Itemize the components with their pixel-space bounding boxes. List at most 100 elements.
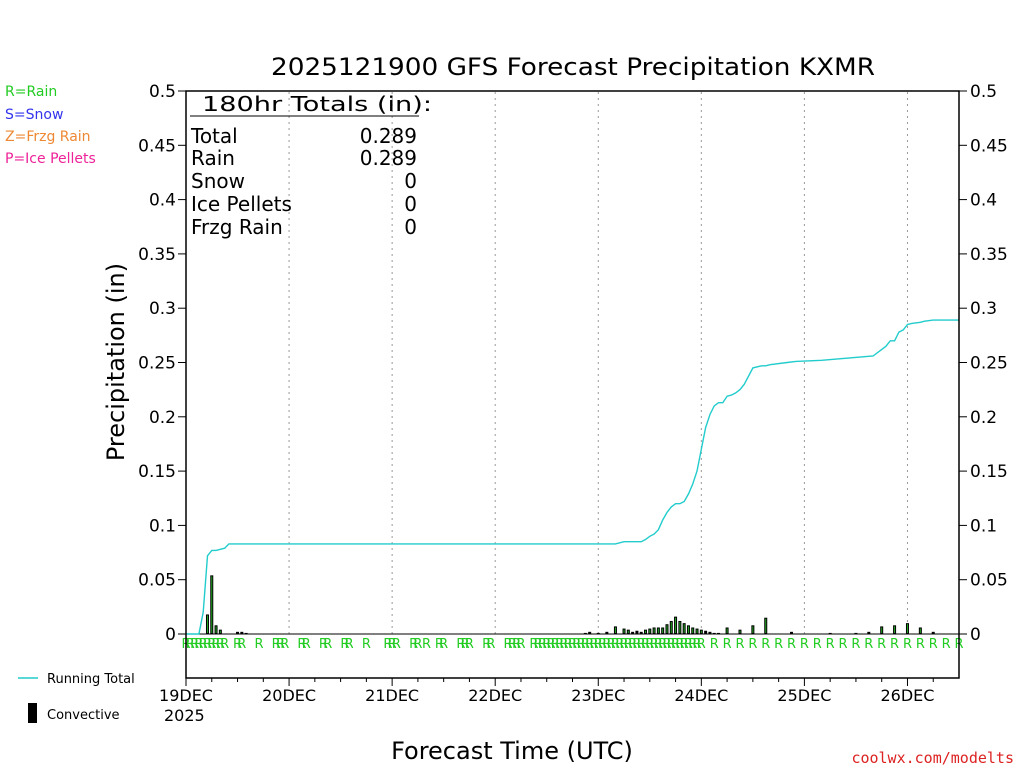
precip-type-mark: R [684,637,693,652]
precip-type-mark: R [577,637,586,652]
convective-bar-inner [687,626,689,633]
precip-type-mark: R [761,637,770,652]
y-tick-label-right: 0.3 [970,299,997,319]
convective-bar-inner [623,629,625,633]
precip-type-mark: R [439,637,448,652]
precip-type-mark: R [323,637,332,652]
convective-bar [244,632,248,634]
convective-bar-inner [679,621,681,633]
totals-label-total: Total [190,124,238,148]
convective-bar [704,630,708,634]
totals-box: 180hr Totals (in): Total 0.289 Rain 0.28… [190,92,432,239]
precip-type-mark: R [680,637,689,652]
plot-frame [185,90,960,679]
convective-bar-inner [662,628,664,633]
convective-bar [931,631,935,634]
convective-bar [790,631,794,634]
precip-type-mark: R [388,637,397,652]
vertical-gridlines [186,92,959,635]
y-tick-label-right: 0.45 [970,136,1008,156]
precip-type-mark: R [641,637,650,652]
precip-type-mark: R [572,637,581,652]
x-tick-label: 20DEC [262,686,316,705]
precip-type-mark: R [203,637,212,652]
legend-convective-swatch [28,703,37,723]
y-tick-label-left: 0.2 [149,408,176,428]
precip-type-mark: R [568,637,577,652]
precip-type-mark: R [516,637,525,652]
convective-bar [583,632,587,634]
precip-type-mark: R [585,637,594,652]
convective-bar-inner [653,628,655,633]
convective-bar-inner [683,624,685,633]
y-tick-label-left: 0.15 [138,462,176,482]
precip-type-mark: R [916,637,925,652]
totals-value-total: 0.289 [360,124,417,148]
x-tick-label: 23DEC [571,686,625,705]
totals-value-ice-pellets: 0 [404,192,417,216]
watermark: coolwx.com/modelts [851,749,1014,767]
y-tick-label-right: 0.05 [970,571,1008,591]
precip-type-mark: R [607,637,616,652]
precip-type-mark: R [632,637,641,652]
convective-bar-inner [649,629,651,633]
precip-type-mark: R [620,637,629,652]
x-tick-label: 24DEC [674,686,728,705]
precip-type-mark: R [615,637,624,652]
precip-type-mark: R [813,637,822,652]
precip-type-mark: R [774,637,783,652]
precip-type-mark: R [594,637,603,652]
precip-type-mark: R [650,637,659,652]
precip-type-mark: R [302,637,311,652]
legend-rain: R=Rain [5,84,57,100]
precip-type-mark: R [890,637,899,652]
precip-type-mark: R [413,637,422,652]
precip-type-mark: R [654,637,663,652]
precip-type-mark: R [207,637,216,652]
convective-bar-inner [692,628,694,633]
convective-bar [712,632,716,634]
series-legend: Running Total Convective [18,672,135,723]
y-tick-label-right: 0 [970,625,981,645]
precip-type-mark: R [461,637,470,652]
precip-type-mark: R [624,637,633,652]
precip-type-mark: R [276,637,285,652]
precip-type-mark: R [693,637,702,652]
convective-bar-inner [726,628,728,633]
convective-bar [635,630,639,634]
precip-type-mark: R [667,637,676,652]
precip-type-mark: R [748,637,757,652]
y-tick-label-left: 0 [165,625,176,645]
totals-value-rain: 0.289 [360,146,417,170]
precip-type-mark: R [800,637,809,652]
totals-label-rain: Rain [191,146,235,170]
convective-bar-inner [752,626,754,633]
y-tick-label-left: 0.05 [138,571,176,591]
precip-type-mark: R [280,637,289,652]
precip-type-mark: R [272,637,281,652]
precip-type-mark: R [538,637,547,652]
convective-bar-inner [696,629,698,633]
x-tick-label: 22DEC [468,686,522,705]
convective-bar [717,632,721,634]
precip-type-mark: R [851,637,860,652]
precip-type-mark: R [190,637,199,652]
precip-type-mark: R [710,637,719,652]
x-axis-year: 2025 [164,706,205,725]
precip-type-mark: R [465,637,474,652]
convective-bar-inner [614,627,616,633]
x-tick-label: 19DEC [159,686,213,705]
precip-type-mark: R [839,637,848,652]
precip-type-mark: R [362,637,371,652]
convective-bar-inner [657,628,659,633]
convective-bar [588,631,592,634]
y-axis-right-ticks: 0.5 0.45 0.4 0.35 0.3 0.25 0.2 0.15 0.1 0.05 0 [959,82,1008,645]
convective-bar [631,631,635,634]
y-tick-label-right: 0.2 [970,408,997,428]
precip-type-mark: R [508,637,517,652]
y-tick-label-left: 0.35 [138,245,176,265]
convective-bar [596,632,600,634]
precip-type-mark: R [383,637,392,652]
y-tick-label-right: 0.4 [970,191,997,211]
convective-bar-inner [919,628,921,633]
